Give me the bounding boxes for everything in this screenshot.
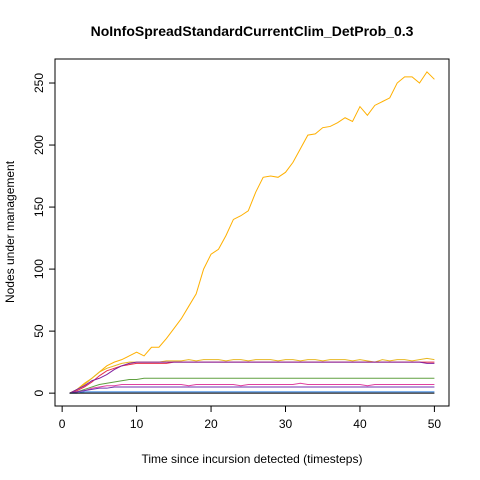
- series-line: [69, 71, 435, 394]
- y-tick-label: 50: [32, 324, 46, 338]
- y-tick-label: 200: [32, 135, 46, 155]
- series-line: [69, 361, 435, 394]
- x-tick-label: 30: [279, 417, 293, 431]
- series-line: [69, 377, 435, 394]
- series-line: [69, 391, 435, 394]
- plot-box: [54, 58, 450, 407]
- x-tick-label: 40: [353, 417, 367, 431]
- y-tick-label: 250: [32, 73, 46, 93]
- y-tick-label: 100: [32, 259, 46, 279]
- series-line: [69, 357, 435, 394]
- series-line: [69, 386, 435, 394]
- y-tick-label: 0: [32, 389, 46, 396]
- series-line: [69, 382, 435, 394]
- x-tick-label: 10: [130, 417, 144, 431]
- y-tick-label: 150: [32, 197, 46, 217]
- series-line: [69, 361, 435, 394]
- y-axis-label: Nodes under management: [3, 160, 17, 303]
- x-tick-label: 50: [428, 417, 442, 431]
- x-axis-label: Time since incursion detected (timesteps…: [142, 452, 363, 466]
- chart-title: NoInfoSpreadStandardCurrentClim_DetProb_…: [91, 23, 414, 39]
- x-tick-label: 20: [204, 417, 218, 431]
- x-tick-label: 0: [59, 417, 66, 431]
